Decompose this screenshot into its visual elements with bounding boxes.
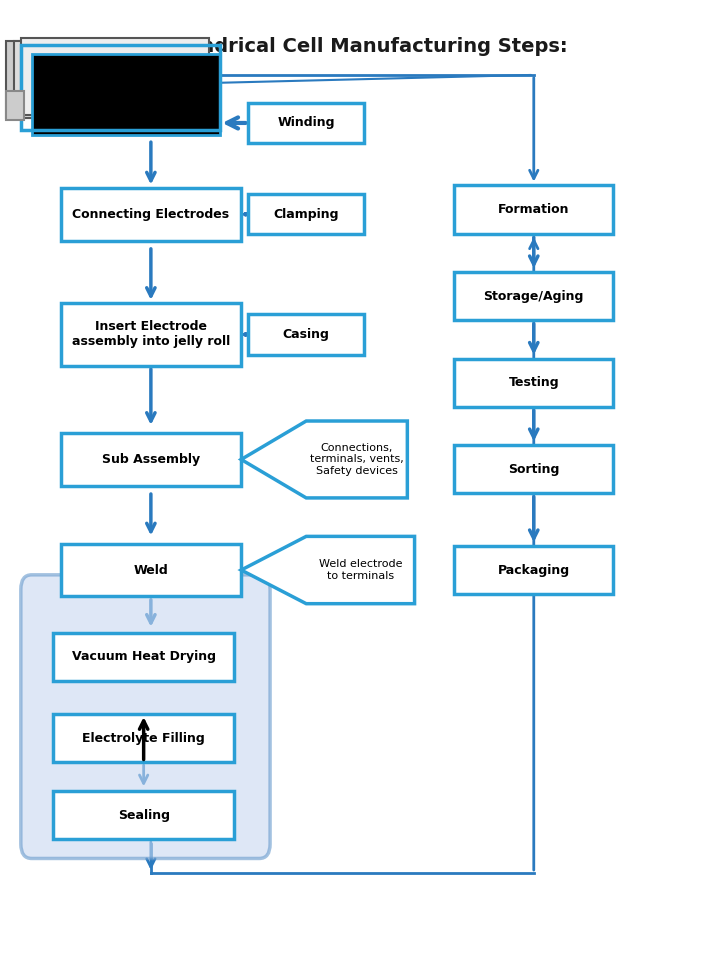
FancyBboxPatch shape (7, 42, 194, 118)
Text: Winding: Winding (277, 116, 335, 130)
Text: Connections,
terminals, vents,
Safety devices: Connections, terminals, vents, Safety de… (310, 443, 403, 476)
FancyBboxPatch shape (454, 445, 613, 493)
Text: Insert Electrode
assembly into jelly roll: Insert Electrode assembly into jelly rol… (72, 320, 230, 348)
FancyBboxPatch shape (53, 715, 234, 762)
Text: Packaging: Packaging (498, 564, 570, 576)
FancyBboxPatch shape (454, 272, 613, 320)
FancyBboxPatch shape (454, 359, 613, 406)
FancyBboxPatch shape (21, 39, 209, 115)
Text: Formation: Formation (498, 203, 569, 216)
FancyBboxPatch shape (53, 791, 234, 839)
FancyBboxPatch shape (248, 314, 364, 355)
FancyBboxPatch shape (248, 103, 364, 143)
FancyBboxPatch shape (60, 304, 241, 366)
FancyBboxPatch shape (60, 543, 241, 597)
Text: Weld electrode
to terminals: Weld electrode to terminals (319, 559, 402, 581)
Text: Casing: Casing (282, 328, 330, 341)
FancyBboxPatch shape (60, 433, 241, 485)
Text: Connecting Electrodes: Connecting Electrodes (72, 208, 229, 220)
Text: Testing: Testing (508, 376, 559, 389)
Text: Weld: Weld (133, 564, 168, 576)
FancyBboxPatch shape (7, 91, 25, 120)
FancyBboxPatch shape (248, 194, 364, 234)
Text: Vacuum Heat Drying: Vacuum Heat Drying (71, 650, 215, 663)
Text: Cylindrical Cell Manufacturing Steps:: Cylindrical Cell Manufacturing Steps: (160, 37, 568, 55)
Text: Sorting: Sorting (508, 462, 559, 476)
FancyBboxPatch shape (14, 42, 202, 118)
FancyBboxPatch shape (60, 188, 241, 241)
Text: Electrolyte Filling: Electrolyte Filling (82, 732, 205, 745)
FancyBboxPatch shape (21, 574, 270, 859)
Text: Sealing: Sealing (118, 808, 170, 822)
FancyBboxPatch shape (454, 546, 613, 594)
FancyBboxPatch shape (32, 54, 220, 135)
Text: Clamping: Clamping (274, 208, 339, 220)
FancyBboxPatch shape (53, 632, 234, 681)
FancyBboxPatch shape (454, 186, 613, 233)
Polygon shape (241, 421, 408, 498)
Text: Storage/Aging: Storage/Aging (483, 289, 584, 303)
Polygon shape (241, 537, 414, 603)
Text: Sub Assembly: Sub Assembly (102, 453, 200, 466)
